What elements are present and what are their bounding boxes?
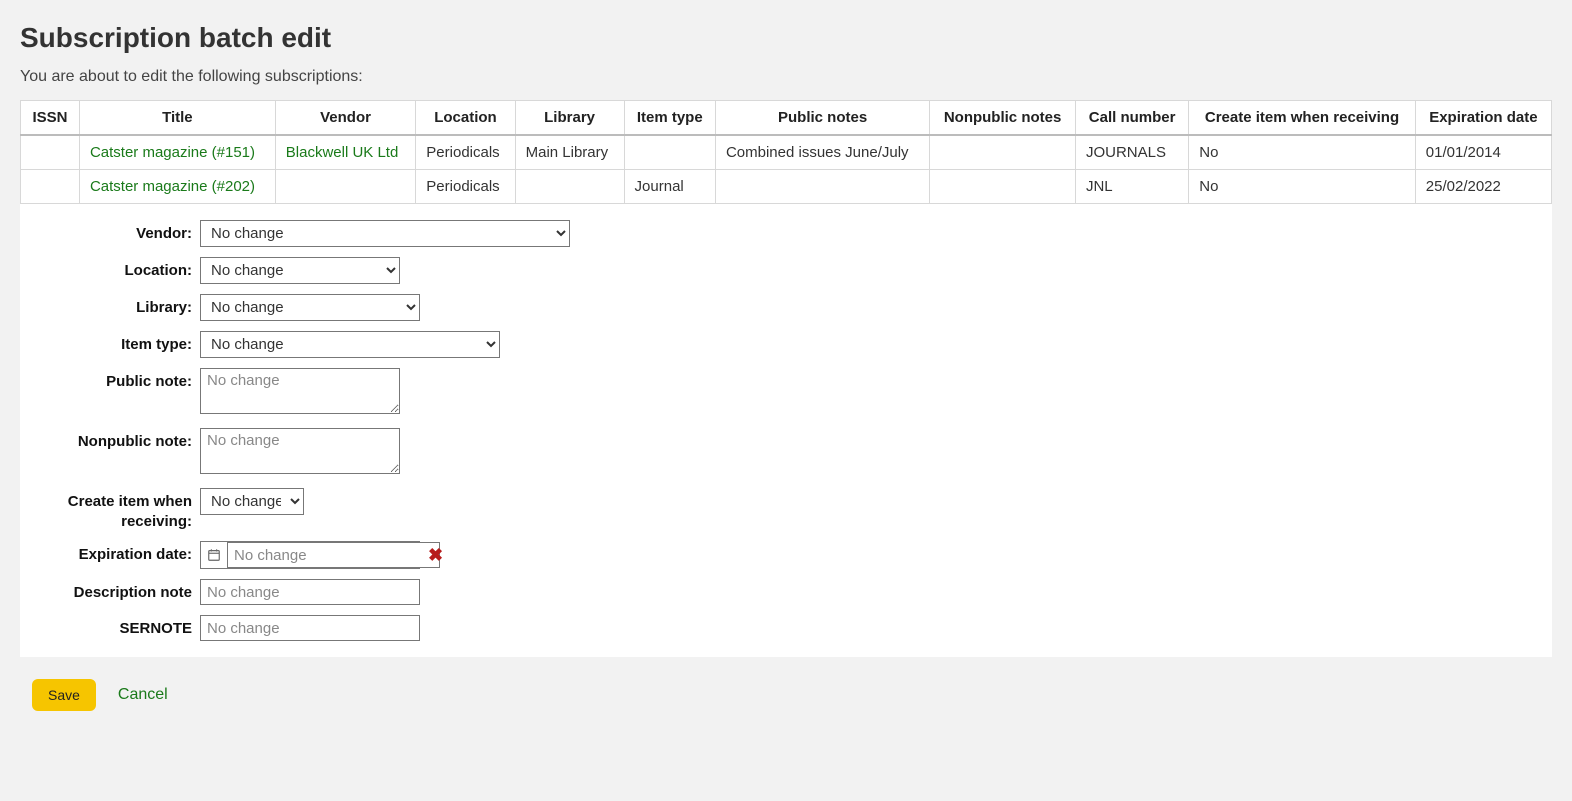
cell-item-type [624,135,715,170]
description-input[interactable] [200,579,420,605]
nonpublic-note-textarea[interactable] [200,428,400,474]
cell-expiration: 01/01/2014 [1415,135,1551,170]
cell-issn [21,135,80,170]
cancel-link[interactable]: Cancel [118,686,168,704]
col-item-type[interactable]: Item type [624,101,715,136]
table-row: Catster magazine (#202) Periodicals Jour… [21,170,1552,204]
cell-issn [21,170,80,204]
expiration-date-input[interactable] [227,542,440,568]
nonpublic-note-label: Nonpublic note: [30,428,200,452]
expiration-date-field[interactable] [200,541,420,569]
cell-location: Periodicals [416,135,515,170]
page-title: Subscription batch edit [20,22,1552,54]
col-title[interactable]: Title [79,101,275,136]
vendor-link[interactable]: Blackwell UK Ltd [286,144,399,161]
expiration-label: Expiration date: [30,541,200,565]
location-select[interactable]: No change [200,257,400,284]
location-label: Location: [30,257,200,281]
cell-location: Periodicals [416,170,515,204]
batch-edit-form: Vendor: No change Location: No change Li… [20,204,1552,657]
item-type-label: Item type: [30,331,200,355]
cell-call-number: JNL [1075,170,1188,204]
clear-date-icon[interactable]: ✖ [428,545,443,566]
cell-call-number: JOURNALS [1075,135,1188,170]
col-location[interactable]: Location [416,101,515,136]
cell-nonpublic-notes [930,135,1076,170]
cell-create-item: No [1189,135,1416,170]
description-label: Description note [30,579,200,603]
public-note-label: Public note: [30,368,200,392]
save-button[interactable]: Save [32,679,96,711]
public-note-textarea[interactable] [200,368,400,414]
col-public-notes[interactable]: Public notes [715,101,929,136]
page-container: Subscription batch edit You are about to… [0,0,1572,741]
cell-item-type: Journal [624,170,715,204]
cell-create-item: No [1189,170,1416,204]
vendor-label: Vendor: [30,220,200,244]
col-nonpublic-notes[interactable]: Nonpublic notes [930,101,1076,136]
item-type-select[interactable]: No change [200,331,500,358]
cell-nonpublic-notes [930,170,1076,204]
create-item-select[interactable]: No change [200,488,304,515]
subscriptions-table: ISSN Title Vendor Location Library Item … [20,100,1552,204]
title-link[interactable]: Catster magazine (#151) [90,144,255,161]
create-item-label: Create item when receiving: [30,488,200,531]
col-library[interactable]: Library [515,101,624,136]
library-select[interactable]: No change [200,294,420,321]
cell-public-notes [715,170,929,204]
library-label: Library: [30,294,200,318]
cell-library: Main Library [515,135,624,170]
col-issn[interactable]: ISSN [21,101,80,136]
col-call-number[interactable]: Call number [1075,101,1188,136]
form-actions: Save Cancel [20,679,1552,711]
vendor-select[interactable]: No change [200,220,570,247]
calendar-icon [207,548,221,562]
col-expiration[interactable]: Expiration date [1415,101,1551,136]
cell-library [515,170,624,204]
cell-public-notes: Combined issues June/July [715,135,929,170]
sernote-label: SERNOTE [30,615,200,639]
col-create-item[interactable]: Create item when receiving [1189,101,1416,136]
table-row: Catster magazine (#151) Blackwell UK Ltd… [21,135,1552,170]
title-link[interactable]: Catster magazine (#202) [90,178,255,195]
table-header: ISSN Title Vendor Location Library Item … [21,101,1552,136]
col-vendor[interactable]: Vendor [275,101,416,136]
intro-text: You are about to edit the following subs… [20,68,1552,86]
cell-expiration: 25/02/2022 [1415,170,1551,204]
sernote-input[interactable] [200,615,420,641]
